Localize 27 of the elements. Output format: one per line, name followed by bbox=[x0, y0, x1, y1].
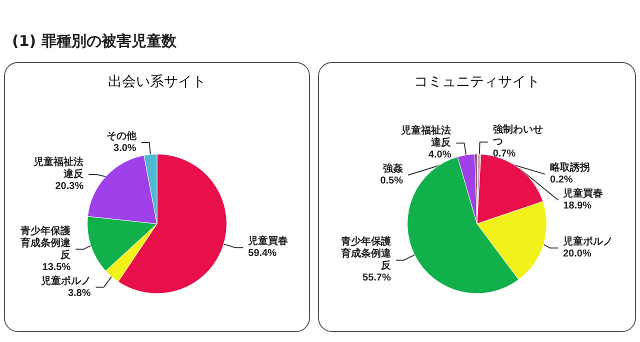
slice-label: 青少年保護育成条例違反 bbox=[20, 224, 72, 261]
data-label: 18.9% bbox=[563, 200, 592, 212]
data-label: 4.0% bbox=[428, 150, 452, 161]
data-label: 0.2% bbox=[550, 174, 573, 186]
slice-label: 青少年保護育成条例違反 bbox=[340, 236, 392, 272]
data-label: 20.0% bbox=[562, 248, 592, 260]
slice-label: 児童ポルノ bbox=[40, 274, 91, 287]
slice-label: 児童ポルノ bbox=[562, 236, 613, 248]
slice-label: その他 bbox=[106, 130, 138, 142]
data-label: 3.8% bbox=[68, 288, 91, 299]
slice-label: 児童福祉法違反 bbox=[32, 156, 85, 180]
slice-label: 強姦 bbox=[382, 162, 403, 175]
slice-label: 児童買春 bbox=[247, 235, 288, 248]
slice-label: 略取誘拐 bbox=[550, 162, 590, 174]
data-label: 0.7% bbox=[492, 148, 516, 160]
text: (1) 罪種別の被害児童数 bbox=[12, 32, 176, 51]
data-label: 20.3% bbox=[55, 180, 84, 192]
data-label: 13.5% bbox=[42, 262, 71, 273]
data-label: 3.0% bbox=[114, 142, 136, 154]
chart-title: 出会い系サイト bbox=[108, 73, 206, 89]
slice-label: 強制わいせつ bbox=[492, 124, 543, 148]
data-label: 55.7% bbox=[362, 272, 391, 284]
chart-title: コミュニティサイト bbox=[414, 73, 540, 89]
data-label: 0.5% bbox=[380, 176, 404, 187]
slice-label: 児童買春 bbox=[562, 188, 604, 200]
slice-label: 児童福祉法違反 bbox=[400, 124, 452, 149]
data-label: 59.4% bbox=[248, 248, 277, 260]
